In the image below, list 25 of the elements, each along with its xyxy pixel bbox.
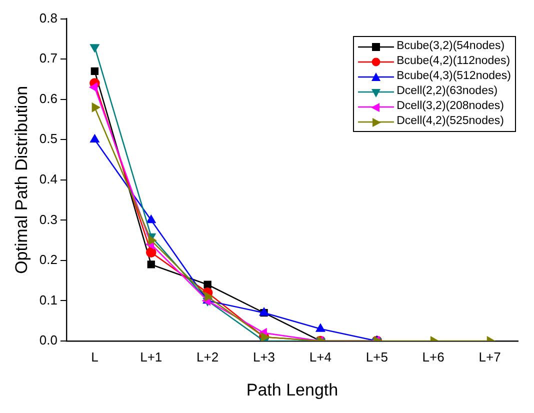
y-tick-label: 0.0 [39,332,58,348]
x-tick-label: L+4 [309,349,332,364]
x-tick-label: L+5 [366,349,388,364]
y-tick-label: 0.3 [39,212,58,227]
legend-label: Dcell(4,2)(525nodes) [396,114,504,129]
x-tick-label: L+2 [196,349,219,364]
y-tick-label: 0.7 [39,50,58,66]
y-tick-label: 0.6 [39,90,58,106]
x-axis-title: Path Length [246,380,338,400]
legend-label: Bcube(3,2)(54nodes) [396,39,505,54]
y-tick-label: 0.4 [39,171,58,186]
y-tick-label: 0.5 [39,131,58,146]
y-tick-label: 0.8 [39,10,58,26]
x-tick-label: L+1 [140,349,162,364]
y-axis-title: Optimal Path Distribution [12,86,31,274]
x-tick-label: L [91,349,98,364]
legend-label: Dcell(2,2)(63nodes) [396,84,498,99]
legend-label: Bcube(4,3)(512nodes) [396,69,511,84]
legend-label: Bcube(4,2)(112nodes) [396,54,510,69]
x-tick-label: L+7 [478,349,501,364]
legend-label: Dcell(3,2)(208nodes) [396,99,504,114]
y-tick-label: 0.2 [39,252,58,268]
y-tick-label: 0.1 [39,292,58,308]
x-tick-label: L+6 [422,349,444,364]
x-tick-label: L+3 [252,349,276,364]
